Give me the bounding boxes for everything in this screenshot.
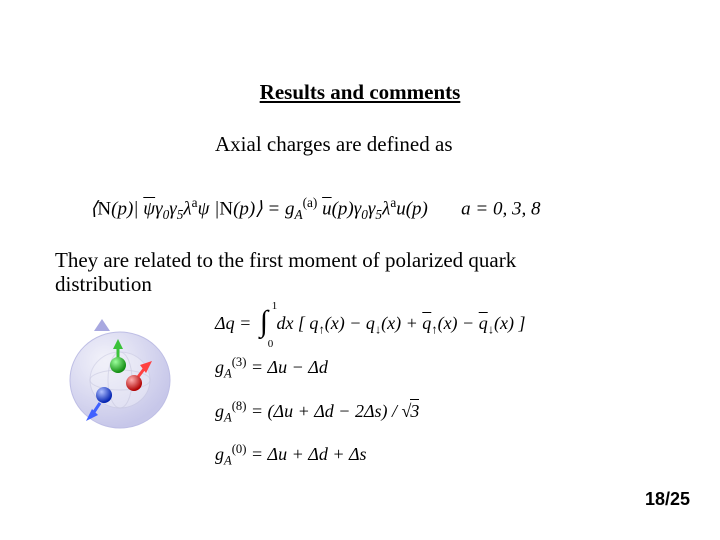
equation-block: Δq = 1∫0 dx [ q↑(x) − q↓(x) + q↑(x) − q↓… xyxy=(215,305,525,480)
slide-title: Results and comments xyxy=(0,80,720,105)
intro-line-2: They are related to the first moment of … xyxy=(55,248,595,296)
outer-spin-arrow-icon xyxy=(94,319,110,331)
equation-gA8: gA(8) = (Δu + Δd − 2Δs) / 3 xyxy=(215,393,525,431)
slide: Results and comments Axial charges are d… xyxy=(0,0,720,540)
page-number: 18/25 xyxy=(645,489,690,510)
nucleon-quark-spin-diagram xyxy=(60,315,180,435)
equation-axial-matrix-element: ⟨N(p)| ψγ0γ5λaψ |N(p)⟩ = gA(a) u(p)γ0γ5λ… xyxy=(90,195,540,223)
equation-delta-q: Δq = 1∫0 dx [ q↑(x) − q↓(x) + q↑(x) − q↓… xyxy=(215,305,525,343)
intro-line-1: Axial charges are defined as xyxy=(215,132,453,157)
equation-gA0: gA(0) = Δu + Δd + Δs xyxy=(215,436,525,474)
equation-gA3: gA(3) = Δu − Δd xyxy=(215,349,525,387)
